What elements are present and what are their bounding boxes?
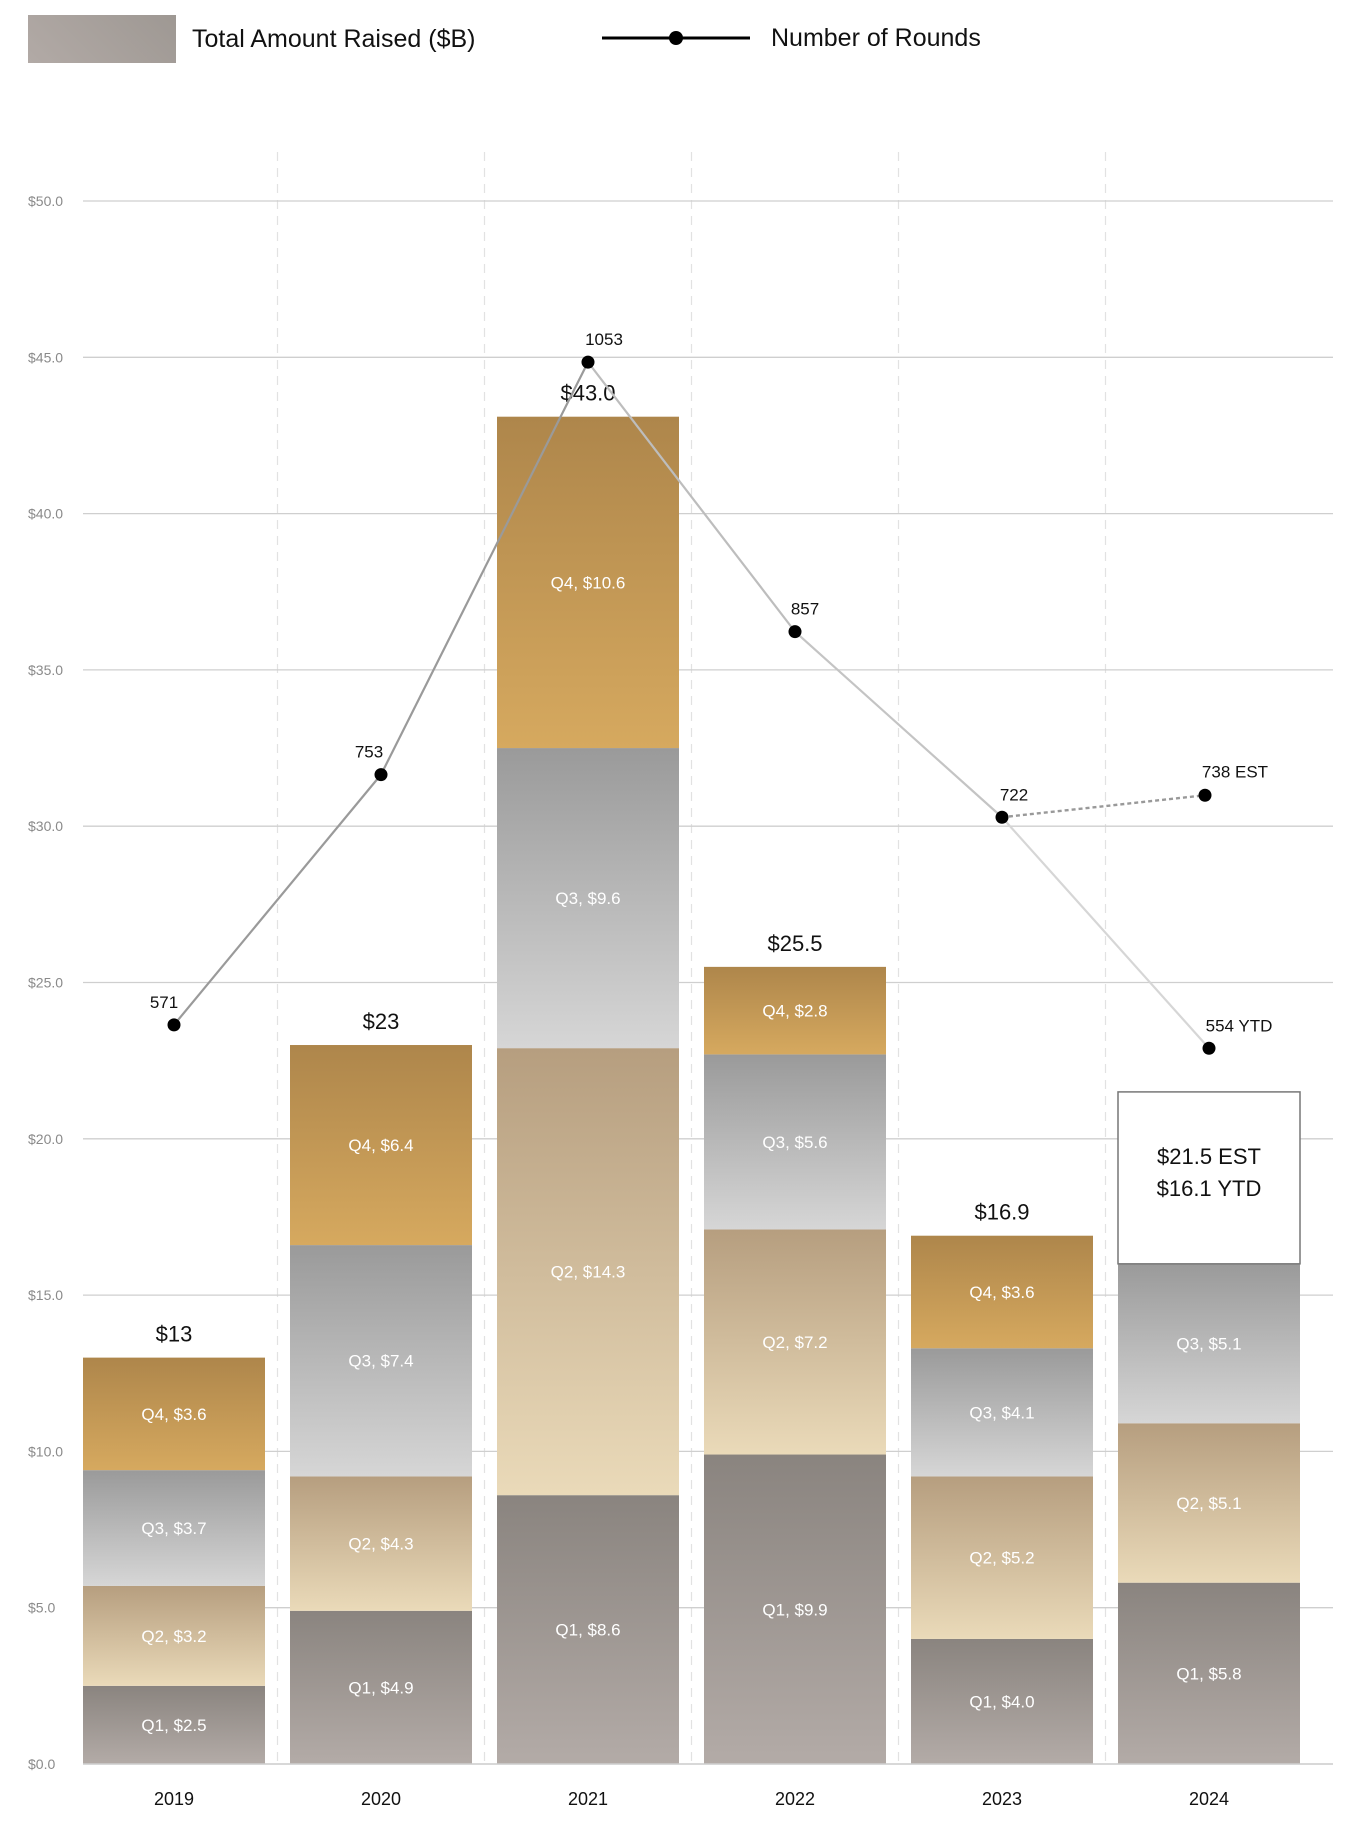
total-label: $25.5: [767, 931, 822, 956]
bar-segment-q1: [911, 1638, 1093, 1764]
bar-segment-q4: [83, 1357, 265, 1471]
bar-segment-q2: [911, 1476, 1093, 1639]
rounds-label: 571: [150, 993, 178, 1012]
segment-label: Q3, $5.6: [762, 1133, 827, 1152]
y-tick-label: $35.0: [28, 662, 63, 678]
y-tick-label: $45.0: [28, 349, 63, 365]
rounds-label: 554 YTD: [1206, 1016, 1273, 1035]
segment-label: Q4, $3.6: [969, 1283, 1034, 1302]
bar-segment-q4: [911, 1235, 1093, 1349]
x-tick-label: 2021: [568, 1789, 608, 1809]
x-tick-label: 2023: [982, 1789, 1022, 1809]
rounds-label: 722: [1000, 785, 1028, 804]
bar-segment-q1: [1118, 1582, 1300, 1764]
legend-line-label: Number of Rounds: [771, 24, 981, 52]
y-tick-label: $0.0: [28, 1756, 55, 1772]
bar-segment-q3: [1118, 1263, 1300, 1424]
segment-label: Q2, $3.2: [141, 1627, 206, 1646]
segment-label: Q3, $4.1: [969, 1403, 1034, 1422]
rounds-point: [374, 768, 388, 782]
bar-segment-q2: [83, 1585, 265, 1686]
legend-bars-swatch: [28, 15, 176, 63]
segment-label: Q1, $2.5: [141, 1716, 206, 1735]
y-tick-label: $15.0: [28, 1287, 63, 1303]
segment-label: Q2, $4.3: [348, 1535, 413, 1554]
bar-segment-q3: [83, 1470, 265, 1586]
bar-segment-q3: [911, 1348, 1093, 1477]
rounds-line-segment: [1001, 816, 1210, 1049]
bar-segment-q1: [704, 1454, 886, 1764]
segment-label: Q3, $5.1: [1176, 1335, 1241, 1354]
bar-segment-q4: [704, 966, 886, 1055]
y-tick-label: $5.0: [28, 1600, 55, 1616]
bar-segment-q1: [83, 1685, 265, 1764]
rounds-estimate-point: [1198, 788, 1212, 802]
rounds-line-segment: [173, 773, 382, 1026]
bar-segment-q4: [290, 1045, 472, 1246]
y-tick-label: $30.0: [28, 818, 63, 834]
segment-label: Q4, $10.6: [551, 573, 626, 592]
rounds-label: 857: [791, 600, 819, 619]
x-tick-label: 2020: [361, 1789, 401, 1809]
segment-label: Q2, $5.2: [969, 1549, 1034, 1568]
segment-label: Q4, $3.6: [141, 1405, 206, 1424]
y-tick-label: $50.0: [28, 193, 63, 209]
bar-segment-q2: [290, 1476, 472, 1611]
segment-label: Q1, $9.9: [762, 1600, 827, 1619]
bar-segment-q3: [497, 748, 679, 1049]
rounds-estimate-label: 738 EST: [1202, 762, 1268, 781]
rounds-line-segment: [380, 361, 589, 776]
bar-segment-q1: [290, 1610, 472, 1764]
y-tick-label: $25.0: [28, 975, 63, 991]
x-tick-label: 2024: [1189, 1789, 1229, 1809]
rounds-estimate-line: [1001, 794, 1206, 819]
rounds-label: 753: [355, 743, 383, 762]
y-tick-label: $10.0: [28, 1443, 63, 1459]
bar-segment-q1: [497, 1495, 679, 1764]
total-label: $43.0: [560, 381, 615, 406]
bar-segment-q2: [1118, 1423, 1300, 1583]
segment-label: Q1, $8.6: [555, 1621, 620, 1640]
total-label: $16.9: [974, 1200, 1029, 1225]
segment-label: Q1, $4.0: [969, 1692, 1034, 1711]
rounds-label: 1053: [585, 330, 623, 349]
rounds-point: [167, 1018, 181, 1032]
segment-label: Q3, $9.6: [555, 889, 620, 908]
segment-label: Q3, $3.7: [141, 1519, 206, 1538]
legend-bars-label: Total Amount Raised ($B): [192, 24, 476, 53]
segment-label: Q2, $7.2: [762, 1333, 827, 1352]
segment-label: Q2, $5.1: [1176, 1494, 1241, 1513]
bar-segment-q3: [290, 1245, 472, 1477]
bar-segment-q2: [704, 1229, 886, 1455]
x-tick-label: 2022: [775, 1789, 815, 1809]
rounds-point: [788, 625, 802, 639]
bar-segment-q3: [704, 1054, 886, 1230]
bar-segment-q2: [497, 1048, 679, 1496]
legend-line-icon: [602, 31, 750, 45]
segment-label: Q3, $7.4: [348, 1352, 413, 1371]
segment-label: Q4, $2.8: [762, 1002, 827, 1021]
y-tick-label: $20.0: [28, 1131, 63, 1147]
estimate-box: [1117, 1091, 1301, 1265]
total-label: $13: [156, 1322, 193, 1347]
rounds-point: [995, 810, 1009, 824]
segment-label: Q1, $5.8: [1176, 1664, 1241, 1683]
bar-segment-q4: [497, 416, 679, 749]
y-tick-label: $40.0: [28, 506, 63, 522]
estimate-label: $21.5 EST: [1157, 1144, 1261, 1169]
segment-label: Q1, $4.9: [348, 1678, 413, 1697]
x-tick-label: 2019: [154, 1789, 194, 1809]
rounds-point: [1202, 1041, 1216, 1055]
rounds-line-segment: [794, 630, 1003, 819]
legend-bars: Total Amount Raised ($B): [28, 14, 475, 64]
ytd-label: $16.1 YTD: [1157, 1176, 1262, 1201]
rounds-line-segment: [587, 361, 796, 633]
segment-label: Q2, $14.3: [551, 1263, 626, 1282]
segment-label: Q4, $6.4: [348, 1136, 413, 1155]
rounds-point: [581, 355, 595, 369]
total-label: $23: [363, 1009, 400, 1034]
